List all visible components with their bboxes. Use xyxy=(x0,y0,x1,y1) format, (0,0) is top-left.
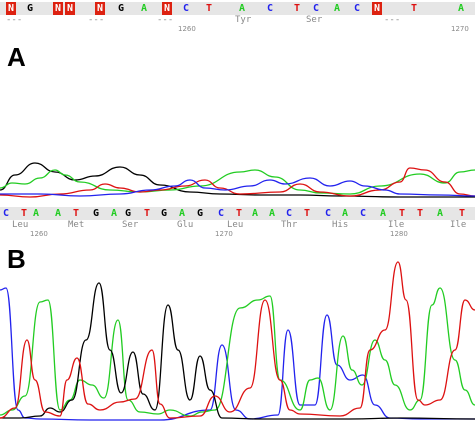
base-call: T xyxy=(72,208,80,219)
panel-label-a: A xyxy=(7,42,26,72)
position-number: 1270 xyxy=(451,25,469,33)
amino-acid-label: Ser xyxy=(122,220,139,230)
base-call: A xyxy=(54,208,62,219)
base-call: N xyxy=(65,2,75,15)
position-number: 1260 xyxy=(178,25,196,33)
trace-t xyxy=(0,167,475,198)
base-call: T xyxy=(205,3,213,14)
position-number: 1280 xyxy=(390,230,408,238)
amino-acid-label: Ile xyxy=(388,220,405,230)
base-call: C xyxy=(312,3,320,14)
base-call: A xyxy=(268,208,276,219)
sequence-bar xyxy=(0,2,475,15)
trace-c xyxy=(0,177,475,197)
base-call: T xyxy=(303,208,311,219)
base-call: N xyxy=(372,2,382,15)
amino-acid-label: Leu xyxy=(227,220,244,230)
base-call: A xyxy=(379,208,387,219)
base-call: A xyxy=(238,3,246,14)
trace-a xyxy=(0,287,475,417)
base-call: T xyxy=(416,208,424,219)
amino-acid-label: Met xyxy=(68,220,85,230)
base-call: C xyxy=(359,208,367,219)
trace-g xyxy=(0,282,475,420)
amino-acid-label: Leu xyxy=(12,220,29,230)
base-call: T xyxy=(20,208,28,219)
base-call: A xyxy=(110,208,118,219)
base-call: C xyxy=(217,208,225,219)
trace-c xyxy=(0,287,475,421)
base-call: T xyxy=(410,3,418,14)
panel-label-b: B xyxy=(7,244,26,274)
base-call: A xyxy=(251,208,259,219)
base-call: T xyxy=(293,3,301,14)
sequence-bar xyxy=(0,207,475,220)
base-call: A xyxy=(32,208,40,219)
base-call: G xyxy=(117,3,125,14)
base-call: T xyxy=(143,208,151,219)
amino-acid-label: Ser xyxy=(306,15,323,25)
base-call: A xyxy=(333,3,341,14)
base-call: N xyxy=(95,2,105,15)
amino-acid-label: Tyr xyxy=(235,15,252,25)
base-call: C xyxy=(2,208,10,219)
base-call: C xyxy=(353,3,361,14)
amino-acid-label: --- xyxy=(157,15,174,25)
amino-acid-label: His xyxy=(332,220,349,230)
base-call: A xyxy=(341,208,349,219)
base-call: G xyxy=(124,208,132,219)
base-call: G xyxy=(26,3,34,14)
base-call: T xyxy=(458,208,466,219)
amino-acid-label: --- xyxy=(6,15,23,25)
amino-acid-label: Thr xyxy=(281,220,298,230)
trace-g xyxy=(0,162,475,198)
base-call: A xyxy=(140,3,148,14)
trace-plot-b xyxy=(0,261,475,421)
base-call: G xyxy=(160,208,168,219)
trace-t xyxy=(0,261,475,419)
base-call: A xyxy=(457,3,465,14)
base-call: G xyxy=(92,208,100,219)
trace-plot-a xyxy=(0,162,475,198)
amino-acid-label: Ile xyxy=(450,220,467,230)
amino-acid-label: --- xyxy=(88,15,105,25)
base-call: C xyxy=(324,208,332,219)
base-call: N xyxy=(162,2,172,15)
base-call: N xyxy=(53,2,63,15)
position-number: 1260 xyxy=(30,230,48,238)
trace-a xyxy=(0,169,475,195)
base-call: N xyxy=(6,2,16,15)
amino-acid-label: --- xyxy=(384,15,401,25)
base-call: C xyxy=(182,3,190,14)
base-call: T xyxy=(235,208,243,219)
amino-acid-label: Glu xyxy=(177,220,194,230)
base-call: C xyxy=(285,208,293,219)
base-call: A xyxy=(436,208,444,219)
base-call: A xyxy=(178,208,186,219)
position-number: 1270 xyxy=(215,230,233,238)
base-call: C xyxy=(266,3,274,14)
base-call: T xyxy=(398,208,406,219)
base-call: G xyxy=(196,208,204,219)
